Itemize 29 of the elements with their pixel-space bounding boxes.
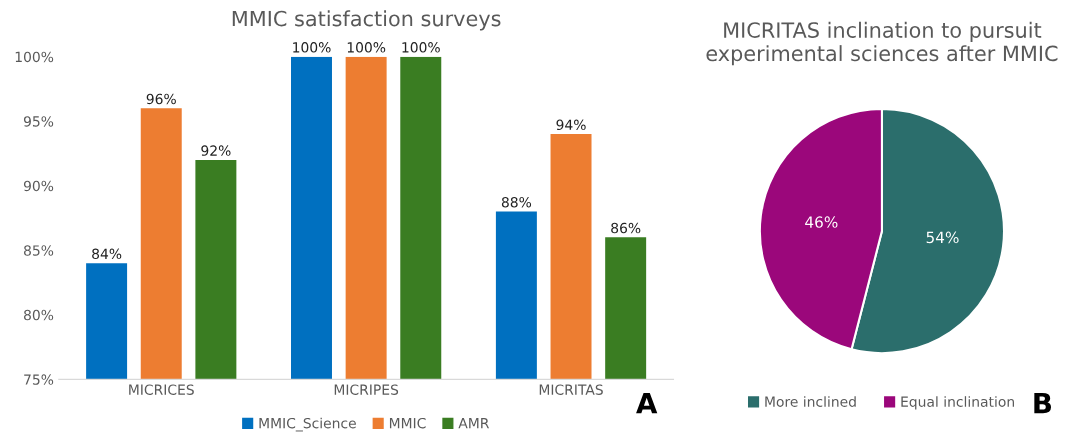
chart-title: MMIC satisfaction surveys	[232, 10, 501, 31]
legend-label: More inclined	[765, 396, 856, 407]
y-tick-label: 80%	[24, 309, 54, 321]
data-label: 88%	[501, 196, 532, 208]
text: A	[636, 392, 658, 414]
y-tick-label: 75%	[24, 374, 54, 385]
x-tick-label: MICRIPES	[334, 384, 399, 395]
legend-label: MMIC_Science	[259, 417, 356, 432]
legend-label: AMR	[458, 418, 490, 429]
data-label: 94%	[556, 119, 586, 131]
data-label: 96%	[146, 93, 176, 105]
data-label: 86%	[611, 222, 641, 234]
data-label: 92%	[201, 145, 231, 156]
y-tick-label: 90%	[23, 180, 54, 192]
text: B	[1034, 392, 1052, 414]
data-label: 100%	[347, 42, 386, 53]
data-label: 100%	[402, 42, 440, 53]
data-label: 54%	[926, 231, 959, 244]
data-label: 100%	[293, 42, 331, 53]
legend-label: Equal inclination	[901, 396, 1014, 410]
y-tick-label: 100%	[15, 51, 54, 63]
chart-title: MICRITAS inclination to pursuit experimental sciences after MMIC	[706, 21, 1058, 66]
x-tick-label: MICRICES	[129, 384, 194, 395]
x-tick-label: MICRITAS	[539, 384, 603, 395]
data-label: 84%	[92, 248, 122, 260]
y-tick-label: 95%	[23, 116, 54, 127]
legend-label: MMIC	[389, 417, 426, 429]
y-tick-label: 85%	[24, 245, 54, 256]
data-label: 46%	[805, 216, 838, 228]
